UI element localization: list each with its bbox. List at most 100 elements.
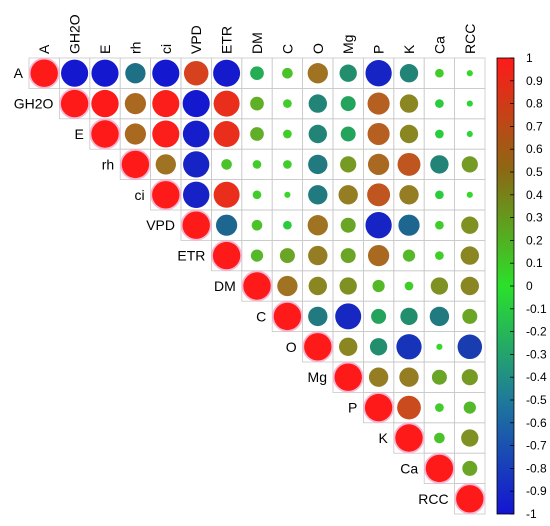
column-label: DM: [249, 32, 265, 54]
correlation-circle: [155, 154, 176, 175]
correlation-circle: [402, 249, 416, 262]
column-label: E: [97, 45, 113, 54]
correlation-circle: [182, 181, 210, 209]
correlation-circle: [435, 129, 444, 139]
correlation-cells: [28, 57, 486, 515]
correlation-circle: [436, 343, 443, 350]
correlation-circle: [152, 181, 180, 209]
column-label: ETR: [219, 26, 235, 54]
correlation-circle: [152, 90, 180, 118]
row-label: E: [74, 126, 83, 142]
column-label: A: [36, 44, 52, 54]
correlation-circle: [304, 333, 332, 361]
correlation-circle: [461, 369, 478, 386]
correlation-circle: [215, 214, 238, 236]
correlation-circle: [308, 185, 328, 205]
correlation-circle: [457, 334, 483, 360]
correlation-circle: [308, 154, 328, 175]
correlation-circle: [124, 123, 147, 145]
correlation-circle: [340, 126, 356, 142]
correlation-circle: [60, 89, 89, 118]
correlation-circle: [340, 217, 356, 233]
colorbar-tick-label: 0.3: [526, 211, 543, 225]
correlation-circle: [399, 64, 419, 83]
colorbar-tick-label: -0.6: [526, 416, 547, 430]
correlation-circle: [182, 90, 210, 118]
correlation-circle: [182, 120, 210, 148]
correlation-circle: [252, 160, 262, 169]
correlation-circle: [252, 190, 262, 200]
correlation-circle: [404, 281, 414, 291]
correlation-circle: [307, 215, 328, 236]
column-label: ci: [158, 44, 174, 54]
correlation-circle: [334, 363, 362, 391]
correlation-circle: [399, 367, 419, 387]
correlation-circle: [279, 248, 295, 264]
correlation-circle: [372, 279, 385, 293]
correlation-circle: [213, 181, 240, 208]
correlation-circle: [397, 152, 421, 176]
correlation-circle: [338, 185, 358, 205]
row-label: P: [348, 400, 357, 416]
row-label: rh: [102, 156, 114, 172]
column-label: C: [279, 44, 295, 54]
correlation-circle: [399, 185, 419, 205]
correlation-circle: [429, 306, 450, 327]
correlation-circle: [456, 485, 484, 513]
correlation-circle: [339, 64, 357, 82]
correlation-circle: [335, 303, 362, 330]
correlation-circle: [435, 190, 444, 200]
correlation-circle: [152, 59, 180, 87]
correlation-circle: [251, 219, 263, 231]
correlation-circle: [340, 248, 356, 264]
row-label: RCC: [418, 491, 448, 507]
column-label: RCC: [462, 24, 478, 54]
correlation-circle: [250, 96, 264, 111]
correlation-circle: [371, 308, 387, 324]
correlation-circle: [400, 307, 418, 326]
correlation-circle: [277, 275, 298, 297]
correlation-circle: [308, 276, 327, 296]
correlation-circle: [182, 211, 210, 239]
correlation-circle: [283, 220, 292, 230]
column-label: VPD: [188, 25, 204, 54]
colorbar-tick-label: 0: [526, 279, 533, 293]
row-label: Ca: [400, 460, 418, 476]
correlation-circle: [283, 129, 292, 139]
correlation-circle: [399, 124, 419, 144]
correlation-circle: [213, 90, 240, 117]
correlation-circle: [152, 120, 180, 148]
correlation-circle: [431, 369, 447, 385]
correlation-circle: [435, 220, 444, 230]
row-label: K: [378, 430, 388, 446]
column-label: Mg: [340, 35, 356, 54]
correlation-circle: [435, 68, 444, 78]
colorbar-tick-label: 0.6: [526, 142, 543, 156]
correlation-circle: [460, 246, 479, 265]
colorbar-tick-label: 0.1: [526, 256, 543, 270]
column-label: rh: [127, 42, 143, 54]
correlation-circle: [396, 334, 422, 360]
colorbar-tick-label: 1: [526, 51, 533, 65]
colorbar-tick-label: -0.7: [526, 439, 547, 453]
colorbar-tick-label: 0.8: [526, 97, 543, 111]
column-label: Ca: [431, 36, 447, 54]
correlation-circle: [183, 151, 210, 178]
correlation-circle: [461, 216, 479, 234]
correlation-circle: [308, 306, 328, 327]
colorbar-tick-label: -0.2: [526, 325, 547, 339]
correlation-circle: [61, 59, 89, 87]
colorbar-tick-label: -1: [526, 507, 537, 521]
correlation-circle: [367, 92, 390, 115]
correlation-circle: [435, 251, 444, 260]
correlation-circle: [466, 191, 473, 198]
correlation-circle: [367, 122, 390, 146]
correlation-circle: [364, 393, 393, 422]
correlation-circle: [466, 130, 473, 138]
correlation-circle: [397, 395, 421, 420]
row-label: C: [256, 308, 266, 324]
correlation-circle: [462, 308, 478, 324]
column-label: P: [371, 45, 387, 54]
